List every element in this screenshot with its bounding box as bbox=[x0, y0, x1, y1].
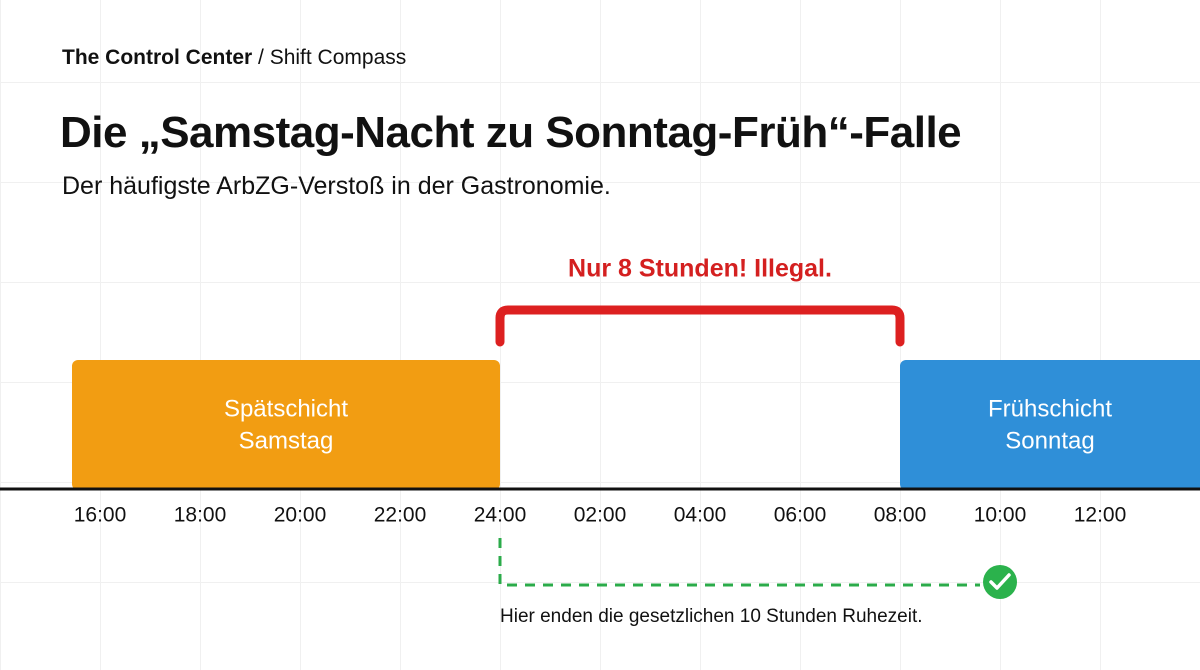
shift-label: Samstag bbox=[239, 427, 334, 454]
late-shift-block bbox=[72, 360, 500, 490]
warning-annotation: Nur 8 Stunden! Illegal. bbox=[568, 255, 832, 283]
breadcrumb-root: The Control Center bbox=[62, 46, 253, 69]
title: Die „Samstag-Nacht zu Sonntag-Früh“-Fall… bbox=[60, 108, 962, 157]
breadcrumb-page: Shift Compass bbox=[269, 46, 407, 69]
tick-label: 02:00 bbox=[574, 504, 627, 527]
tick-label: 08:00 bbox=[874, 504, 927, 527]
rest-bracket bbox=[495, 305, 905, 347]
tick-label: 12:00 bbox=[1074, 504, 1127, 527]
tick-labels: 16:00 18:00 20:00 22:00 24:00 02:00 04:00 06:00… bbox=[74, 504, 1127, 527]
tick-label: 16:00 bbox=[74, 504, 127, 527]
early-shift-block bbox=[900, 360, 1200, 490]
tick-label: 10:00 bbox=[974, 504, 1027, 527]
tick-label: 06:00 bbox=[774, 504, 827, 527]
breadcrumb-separator: / bbox=[258, 46, 264, 69]
tick-label: 04:00 bbox=[674, 504, 727, 527]
tick-label: 18:00 bbox=[174, 504, 227, 527]
check-mark bbox=[989, 573, 1011, 590]
shift-label: Spätschicht bbox=[224, 395, 348, 422]
shift-label: Sonntag bbox=[1005, 427, 1094, 454]
tick-label: 22:00 bbox=[374, 504, 427, 527]
tick-label: 24:00 bbox=[474, 504, 527, 527]
tick-label: 20:00 bbox=[274, 504, 327, 527]
rest-note: Hier enden die gesetzlichen 10 Stunden R… bbox=[500, 606, 923, 627]
breadcrumb: The Control Center / Shift Compass bbox=[62, 46, 406, 70]
shift-label: Frühschicht bbox=[988, 395, 1112, 422]
rest-period-line bbox=[498, 538, 980, 587]
subtitle: Der häufigste ArbZG-Verstoß in der Gastr… bbox=[62, 172, 611, 200]
check-icon bbox=[983, 565, 1017, 599]
